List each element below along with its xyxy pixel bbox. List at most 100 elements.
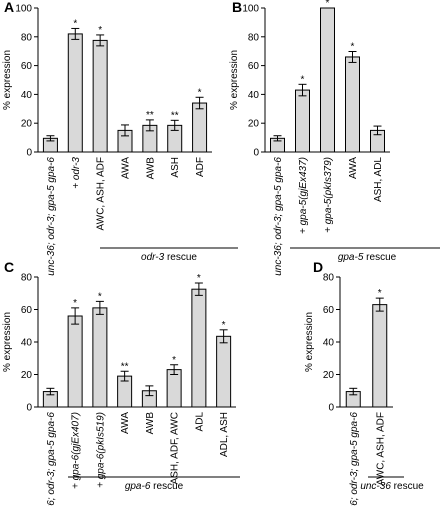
x-tick-label: + gpa-6(pkIs519) (95, 412, 106, 488)
error-bar (95, 300, 104, 315)
x-tick-label: unc-36; odr-3; gpa-5 gpa-6 (349, 412, 360, 506)
x-tick-label: AWA (120, 412, 131, 434)
bar (345, 56, 360, 153)
significance: * (197, 273, 201, 284)
significance: * (98, 291, 102, 302)
rescue-gene: unc-36 (360, 481, 391, 492)
error-bar (349, 387, 358, 396)
y-axis-label: % expression (304, 312, 315, 372)
y-tick-label: 40 (248, 90, 260, 101)
x-tick-label: AWA (348, 157, 359, 179)
panel-label: A (4, 0, 14, 15)
y-tick-label: 60 (248, 61, 260, 72)
error-bar (348, 50, 357, 63)
x-tick-label: unc-36; odr-3; gpa-5 gpa-6 (273, 157, 284, 276)
x-tick-label: AWB (145, 412, 156, 435)
significance: ** (146, 110, 154, 121)
y-tick-label: 80 (248, 32, 260, 43)
y-axis-label: % expression (2, 50, 13, 110)
x-tick-label: ASH, ADF, AWC (170, 412, 181, 484)
significance: * (198, 87, 202, 98)
significance: * (172, 355, 176, 366)
error-bar (195, 96, 204, 110)
y-tick-label: 100 (242, 4, 259, 15)
bar (192, 102, 208, 153)
x-tick-label: + odr-3 (71, 157, 82, 189)
rescue-label: gpa-5 rescue (338, 252, 397, 263)
rescue-word: rescue (167, 252, 197, 263)
x-tick-label: ASH, ADL (373, 157, 384, 202)
y-tick-label: 80 (21, 273, 33, 284)
rescue-word: rescue (394, 481, 424, 492)
bar (191, 288, 207, 408)
y-tick-label: 20 (21, 370, 33, 381)
error-bar (273, 135, 282, 142)
x-tick-label: + gpa-6(gjEx407) (71, 412, 82, 489)
error-bar (46, 135, 55, 142)
bar (295, 89, 310, 153)
significance: * (73, 18, 77, 29)
y-tick-label: 0 (26, 403, 32, 414)
rescue-gene: odr-3 (141, 252, 165, 263)
y-tick-label: 0 (253, 148, 259, 159)
y-tick-label: 40 (21, 90, 33, 101)
x-tick-label: unc-36; odr-3; gpa-5 gpa-6 (46, 412, 57, 506)
bar (372, 304, 388, 408)
rescue-gene: gpa-6 (125, 481, 151, 492)
significance: ** (171, 110, 179, 121)
significance: * (222, 320, 226, 331)
y-tick-label: 40 (21, 338, 33, 349)
bar (166, 369, 182, 408)
bar (67, 315, 83, 408)
y-tick-label: 80 (323, 273, 335, 284)
y-tick-label: 0 (26, 148, 32, 159)
significance: * (301, 74, 305, 85)
panel-label: C (4, 259, 14, 275)
y-axis-label: % expression (2, 312, 13, 372)
error-bar (170, 364, 179, 375)
x-tick-label: ADL, ASH (219, 412, 230, 457)
x-tick-label: + gpa-5(gjEx437) (298, 157, 309, 234)
bar (67, 33, 83, 153)
y-tick-label: 60 (323, 305, 335, 316)
y-tick-label: 100 (15, 4, 32, 15)
rescue-label: odr-3 rescue (141, 252, 197, 263)
error-bar (219, 329, 228, 344)
error-bar (170, 119, 179, 131)
bar (92, 39, 108, 153)
rescue-word: rescue (153, 481, 183, 492)
significance: * (378, 288, 382, 299)
rescue-label: unc-36 rescue (360, 481, 424, 492)
panel-label: D (313, 259, 323, 275)
error-bar (120, 370, 129, 382)
error-bar (194, 282, 203, 296)
error-bar (145, 119, 154, 132)
x-tick-label: ASH (170, 157, 181, 178)
bar (216, 335, 232, 408)
x-tick-label: ADL (194, 412, 205, 432)
y-tick-label: 40 (323, 338, 335, 349)
y-tick-label: 60 (21, 305, 33, 316)
bar (92, 307, 108, 408)
error-bar (96, 34, 105, 47)
y-tick-label: 20 (248, 119, 260, 130)
x-tick-label: AWC, ASH, ADF (375, 412, 386, 486)
bar (320, 7, 335, 153)
y-tick-label: 20 (21, 119, 33, 130)
error-bar (121, 124, 129, 137)
error-bar (145, 385, 154, 397)
significance: * (73, 298, 77, 309)
y-tick-label: 0 (328, 403, 334, 414)
error-bar (375, 297, 384, 312)
significance: * (98, 25, 102, 36)
error-bar (298, 83, 307, 97)
y-tick-label: 60 (21, 61, 33, 72)
error-bar (71, 307, 80, 325)
y-tick-label: 20 (323, 370, 335, 381)
y-axis-label: % expression (229, 50, 240, 110)
x-tick-label: ADF (195, 157, 206, 177)
error-bar (46, 387, 55, 396)
y-tick-label: 80 (21, 32, 33, 43)
error-bar (71, 27, 80, 40)
